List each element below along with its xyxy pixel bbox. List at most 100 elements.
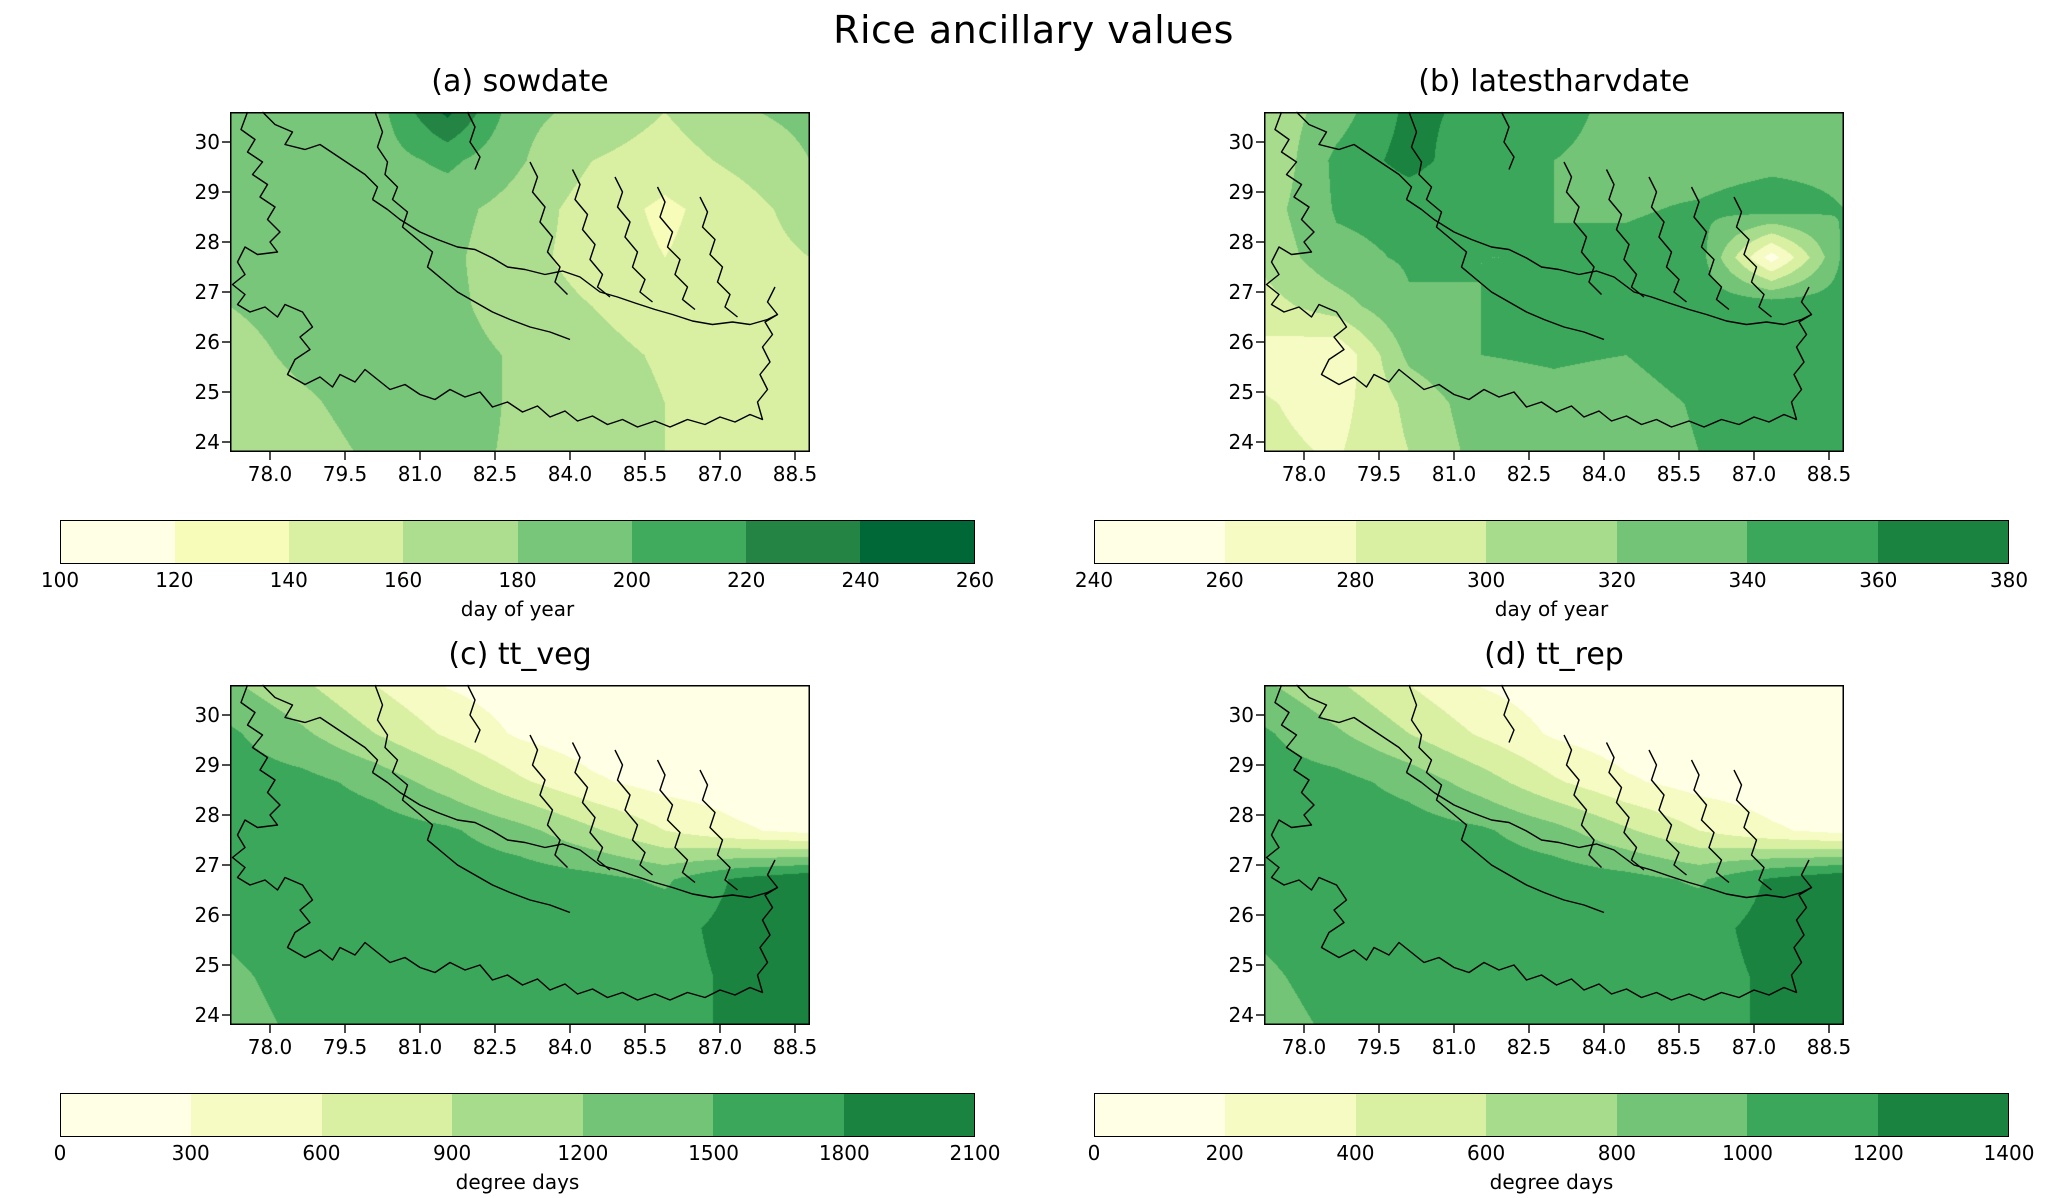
x-tick-label: 85.5 [622, 1035, 668, 1059]
y-tick-label: 30 [194, 130, 220, 154]
y-tick-label: 26 [194, 330, 220, 354]
x-tick-label: 78.0 [1281, 1035, 1327, 1059]
colorbar-segment [403, 521, 518, 563]
colorbar-tick-label: 260 [1205, 568, 1244, 592]
colorbar-segment [1877, 1094, 2008, 1136]
x-tick-label: 88.5 [772, 1035, 818, 1059]
colorbar-tick-label: 1000 [1722, 1141, 1774, 1165]
y-tick-label: 25 [1228, 953, 1254, 977]
x-tick-label: 84.0 [1581, 462, 1627, 486]
colorbar-tick-label: 2100 [949, 1141, 1001, 1165]
x-tick-label: 88.5 [1806, 462, 1852, 486]
y-tick-label: 30 [194, 703, 220, 727]
boundary-line [1648, 176, 1687, 303]
boundary-line [1296, 684, 1413, 773]
boundary-line [529, 161, 568, 295]
y-tick-label: 29 [194, 180, 220, 204]
colorbar-segment [452, 1094, 583, 1136]
x-tick-label: 82.5 [1506, 1035, 1552, 1059]
panel-d-colorbar-strip [1094, 1093, 2009, 1137]
panel-c-map: 78.0 79.5 81.0 82.5 84.0 85.5 87.0 88.5 30 29 28 27… [195, 684, 817, 1059]
y-tick-label: 28 [1228, 803, 1254, 827]
colorbar-segment [1616, 521, 1748, 563]
panel-b-contour-canvas [1264, 112, 1844, 452]
panel-c-colorbar-label: degree days [455, 1170, 580, 1194]
boundary-line [529, 734, 568, 868]
boundary-line [1733, 196, 1772, 318]
x-tick-label: 79.5 [322, 462, 368, 486]
x-tick-label: 88.5 [1806, 1035, 1852, 1059]
y-tick-label: 27 [1228, 853, 1254, 877]
map-frame [230, 685, 810, 1025]
colorbar-segment [1095, 1094, 1226, 1136]
panel-c-colorbar-strip [60, 1093, 975, 1137]
boundary-line [656, 186, 696, 311]
x-tick-label: 87.0 [697, 1035, 743, 1059]
colorbar-segment [321, 1094, 453, 1136]
panel-d-borders-overlay [1256, 684, 1844, 1033]
colorbar-tick-label: 240 [841, 568, 880, 592]
x-tick-label: 87.0 [1731, 462, 1777, 486]
colorbar-segment [859, 521, 974, 563]
boundary-line [1605, 742, 1645, 871]
colorbar-tick-label: 320 [1597, 568, 1636, 592]
y-tick-label: 29 [194, 753, 220, 777]
colorbar-segment [1747, 521, 1878, 563]
colorbar-tick-label: 180 [498, 568, 537, 592]
colorbar-tick-label: 200 [612, 568, 651, 592]
panel-d-map: 78.0 79.5 81.0 82.5 84.0 85.5 87.0 88.5 30 29 28 27… [1229, 684, 1851, 1059]
x-tick-label: 78.0 [1281, 462, 1327, 486]
boundary-line [656, 759, 696, 884]
panel-a-map: 78.0 79.5 81.0 82.5 84.0 85.5 87.0 88.5 30 29 28 27… [195, 111, 817, 486]
colorbar-segment [1225, 521, 1356, 563]
boundary-line [466, 111, 481, 170]
panel-d-tt-rep: (d) tt_rep 78.0 79.5 81.0 82.5 84.0 85.5 87.0 8… [1034, 635, 2067, 1195]
y-tick-label: 27 [1228, 280, 1254, 304]
colorbar-segment [1225, 1094, 1356, 1136]
boundary-line [1408, 684, 1605, 914]
boundary-line [262, 684, 379, 773]
colorbar-tick-label: 220 [727, 568, 766, 592]
y-tick-label: 25 [194, 953, 220, 977]
colorbar-tick-label: 140 [269, 568, 308, 592]
boundary-line [374, 684, 571, 914]
colorbar-segment [289, 521, 404, 563]
colorbar-tick-label: 100 [40, 568, 80, 592]
colorbar-segment [191, 1094, 322, 1136]
boundary-line [1563, 734, 1602, 868]
panel-a-sowdate: (a) sowdate 78.0 79.5 81.0 82.5 84.0 85.5 87.0… [0, 62, 1033, 622]
boundary-line [571, 742, 611, 871]
y-tick-label: 24 [194, 1003, 220, 1027]
x-tick-label: 84.0 [547, 462, 593, 486]
x-tick-label: 81.0 [397, 462, 443, 486]
panel-d-colorbar-label: degree days [1489, 1170, 1614, 1194]
x-tick-label: 84.0 [547, 1035, 593, 1059]
x-tick-label: 79.5 [322, 1035, 368, 1059]
panel-b-colorbar: 240 260 280 300 320 340 360 380 day of year [1075, 520, 2028, 621]
panel-b-colorbar-ticks: 240 260 280 300 320 340 360 380 [1075, 568, 2028, 596]
y-tick-label: 24 [1228, 1003, 1254, 1027]
panel-a-borders-overlay [222, 111, 810, 460]
panel-d-title: (d) tt_rep [1484, 637, 1624, 672]
colorbar-segment [1486, 521, 1617, 563]
y-tick-label: 27 [194, 280, 220, 304]
x-tick-label: 82.5 [472, 1035, 518, 1059]
colorbar-tick-label: 400 [1336, 1141, 1375, 1165]
x-tick-label: 81.0 [397, 1035, 443, 1059]
colorbar-tick-label: 600 [302, 1141, 341, 1165]
boundary-line [1406, 198, 1812, 326]
colorbar-tick-label: 340 [1728, 568, 1767, 592]
colorbar-tick-label: 380 [1989, 568, 2029, 592]
boundary-line [571, 169, 611, 298]
panel-a-colorbar-strip [60, 520, 975, 564]
colorbar-tick-label: 160 [384, 568, 423, 592]
x-tick-label: 85.5 [622, 462, 668, 486]
colorbar-segment [175, 521, 290, 563]
boundary-line [1690, 186, 1730, 311]
colorbar-tick-label: 360 [1859, 568, 1898, 592]
y-tick-label: 26 [1228, 330, 1254, 354]
panel-b-colorbar-strip [1094, 520, 2009, 564]
x-tick-label: 87.0 [1731, 1035, 1777, 1059]
y-tick-label: 24 [194, 430, 220, 454]
x-tick-label: 85.5 [1656, 462, 1702, 486]
